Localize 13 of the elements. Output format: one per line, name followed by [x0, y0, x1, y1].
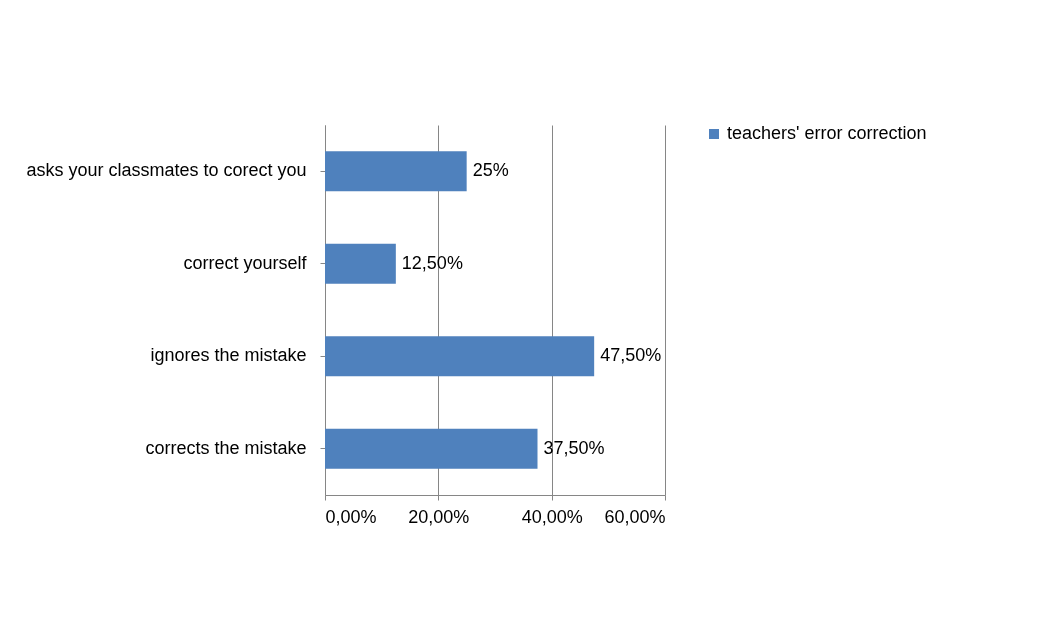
y-tick-label: asks your classmates to corect you — [26, 160, 307, 181]
x-tick-label: 60,00% — [604, 506, 666, 527]
y-tick-label: correct yourself — [183, 252, 308, 273]
data-label: 47,50% — [600, 345, 662, 366]
y-tick-label: ignores the mistake — [150, 345, 307, 366]
data-label: 12,50% — [401, 252, 463, 273]
y-tick-label: corrects the mistake — [145, 437, 307, 458]
data-label: 37,50% — [543, 437, 605, 458]
x-tick-label: 0,00% — [325, 506, 377, 527]
legend-label: teachers' error correction — [727, 123, 927, 143]
x-tick-label: 20,00% — [408, 506, 470, 527]
data-label: 25% — [472, 160, 509, 181]
x-tick-label: 40,00% — [521, 506, 583, 527]
